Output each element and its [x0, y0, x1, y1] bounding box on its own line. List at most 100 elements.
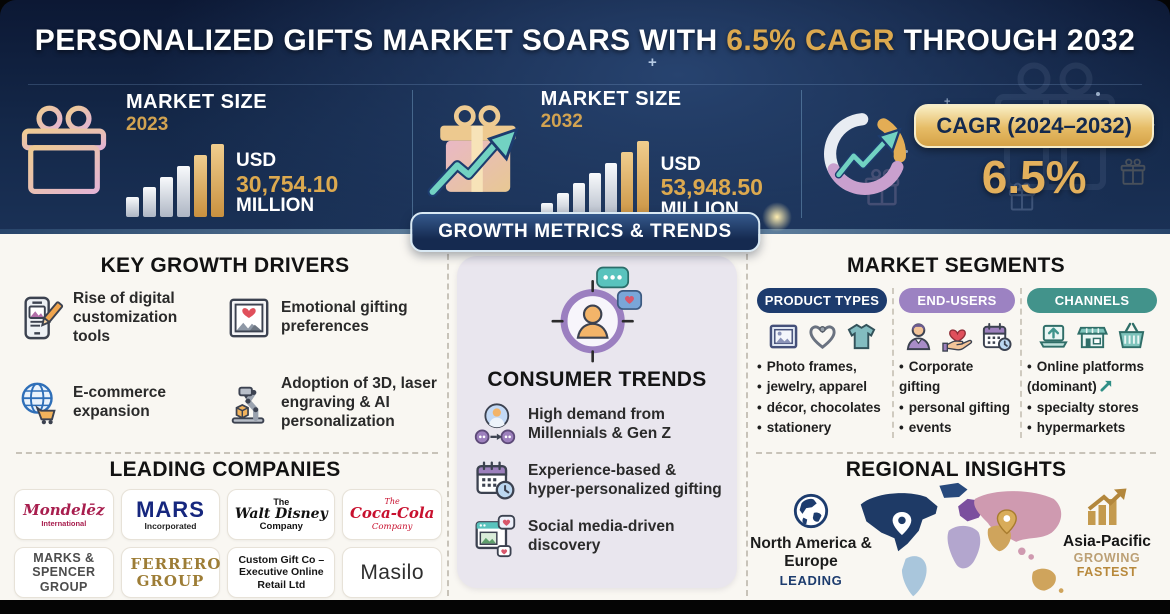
consumer-trends-panel: CONSUMER TRENDS High demand from Millenn…	[457, 256, 737, 588]
company-logo-custom-gift-co: Custom Gift Co – Executive Online Retail…	[227, 547, 336, 598]
region-status-line2: FASTEST	[1076, 565, 1138, 579]
growth-driver-item: Emotional gifting preferences	[226, 290, 440, 347]
hand-heart-icon	[941, 329, 972, 352]
end-users-pill: END-USERS	[899, 288, 1015, 313]
market-size-label: MARKET SIZE	[540, 87, 682, 110]
cagr-panel: CAGR (2024–2032) 6.5%	[802, 90, 1170, 218]
donut-growth-icon	[824, 113, 907, 195]
key-growth-drivers-list: Rise of digital customization tools Emot…	[18, 290, 440, 431]
market-size-year: 2023	[126, 114, 169, 135]
growth-metrics-ribbon: GROWTH METRICS & TRENDS	[410, 212, 760, 252]
calendar-icon	[982, 322, 1012, 352]
growth-driver-text: Adoption of 3D, laser engraving & AI per…	[281, 374, 437, 430]
headline-suffix: THROUGH 2032	[894, 24, 1136, 57]
list-item: specialty stores	[1027, 398, 1157, 418]
list-item: personal gifting	[899, 398, 1015, 418]
list-item: events	[899, 418, 1015, 438]
bar-chart-decor-2023	[126, 144, 224, 217]
list-item: Corporate gifting	[899, 357, 1015, 398]
storefront-icon	[1076, 326, 1108, 349]
growth-driver-text: Rise of digital customization tools	[73, 290, 178, 345]
list-item: Online platforms (dominant)	[1027, 357, 1157, 398]
consumer-trend-text: Experience-based & hyper-personalized gi…	[528, 461, 722, 498]
metrics-row: MARKET SIZE 2023 USD 30,754.10 MILLION	[0, 87, 1170, 221]
target-consumer-icon	[551, 266, 643, 363]
logo-toptext: The	[384, 497, 400, 507]
social-media-discovery-icon	[475, 514, 516, 558]
region-status-line1: GROWING	[1073, 551, 1141, 565]
list-item: jewelry, apparel	[757, 377, 887, 397]
region-north-america-europe: North America & Europe LEADING	[748, 492, 874, 588]
cagr-value: 6.5%	[981, 151, 1087, 203]
regional-insights-title: REGIONAL INSIGHTS	[845, 458, 1067, 481]
calendar-clock-icon	[476, 461, 515, 500]
decor-gift-icon	[1008, 182, 1036, 211]
gift-growth-icon	[427, 105, 519, 198]
dashed-divider	[16, 452, 438, 454]
bar-chart-decor-2032	[540, 140, 649, 221]
decor-gift-icon	[1120, 158, 1146, 185]
currency-label: USD	[660, 153, 701, 175]
logo-text: Walt Disney	[234, 505, 328, 522]
sparkle-glow-decor	[762, 202, 792, 232]
consumer-trend-item: Social media-driven discovery	[473, 514, 723, 558]
map-pin-asia	[996, 509, 1017, 535]
company-logo-cocacola: The Coca-Cola Company	[342, 489, 442, 540]
star-decor	[830, 44, 833, 47]
growth-driver-text: Emotional gifting preferences	[281, 299, 408, 336]
heart-pendant-icon	[808, 325, 836, 349]
up-trend-arrow-icon	[1100, 381, 1111, 392]
consumer-trend-text: Social media-driven discovery	[528, 517, 675, 554]
logo-text: Mondelēz	[23, 501, 105, 519]
consumer-trend-text: High demand from Millennials & Gen Z	[528, 405, 671, 442]
phone-customization-icon	[24, 297, 64, 340]
product-types-list: Photo frames, jewelry, apparel décor, ch…	[757, 357, 887, 438]
leading-companies-grid: Mondelēz International MARS Incorporated…	[14, 489, 442, 598]
logo-subtext: Incorporated	[144, 520, 197, 531]
company-logo-ferrero: FERRERO GROUP	[120, 547, 220, 598]
basket-icon	[1118, 322, 1144, 349]
logo-subtext: Company	[371, 521, 413, 532]
logo-text: MARS	[136, 496, 205, 522]
person-icon	[906, 323, 930, 351]
market-segments-columns: PRODUCT TYPES Photo frames, jewelry, app…	[752, 288, 1162, 438]
company-logo-marks-spencer: MARKS & SPENCER GROUP	[14, 547, 114, 598]
market-value-2032: 53,948.50	[660, 174, 763, 201]
company-logo-disney: The Walt Disney Company	[227, 489, 336, 540]
logo-text: Coca-Cola	[349, 504, 435, 523]
channels-list: Online platforms (dominant) specialty st…	[1027, 357, 1157, 438]
leading-companies-title: LEADING COMPANIES	[109, 458, 341, 481]
tshirt-icon	[847, 323, 875, 350]
market-size-2032-panel: MARKET SIZE 2032 USD 53,948.50 MILLION	[413, 87, 803, 221]
end-users-list: Corporate gifting personal gifting event…	[899, 357, 1015, 438]
millennials-genz-icon	[474, 403, 516, 445]
region-label: Asia-Pacific	[1063, 533, 1151, 550]
headline-highlight: 6.5% CAGR	[726, 24, 895, 57]
list-item: stationery	[757, 418, 887, 438]
segment-channels: CHANNELS Online platforms (dominant) spe…	[1022, 288, 1162, 438]
segment-end-users: END-USERS Corporate gifting personal gif…	[892, 288, 1022, 438]
cagr-badge: CAGR (2024–2032)	[914, 104, 1154, 148]
printer-3d-arm-icon	[231, 386, 265, 424]
market-size-year: 2032	[540, 110, 583, 132]
logo-subtext: International	[41, 519, 87, 528]
growth-driver-item: Adoption of 3D, laser engraving & AI per…	[226, 375, 440, 432]
consumer-trend-item: High demand from Millennials & Gen Z	[473, 402, 723, 446]
region-status: LEADING	[779, 572, 843, 588]
star-decor	[1096, 92, 1100, 96]
headline-divider	[28, 84, 1142, 85]
logo-toptext: The	[273, 496, 290, 507]
growth-driver-item: Rise of digital customization tools	[18, 290, 218, 347]
sparkle-decor: +	[944, 96, 951, 108]
market-segments-title: MARKET SEGMENTS	[846, 254, 1065, 277]
bottom-letterbox	[0, 600, 1170, 614]
consumer-trends-title: CONSUMER TRENDS	[487, 368, 707, 391]
dashed-divider	[746, 244, 748, 596]
consumer-trend-item: Experience-based & hyper-personalized gi…	[473, 458, 723, 502]
region-label: North America & Europe	[750, 535, 872, 570]
sparkle-decor: +	[648, 54, 657, 71]
logo-subtext: Company	[259, 521, 303, 533]
dashed-divider	[447, 244, 449, 596]
key-growth-drivers-title: KEY GROWTH DRIVERS	[100, 254, 350, 277]
ecommerce-globe-cart-icon	[21, 382, 56, 425]
